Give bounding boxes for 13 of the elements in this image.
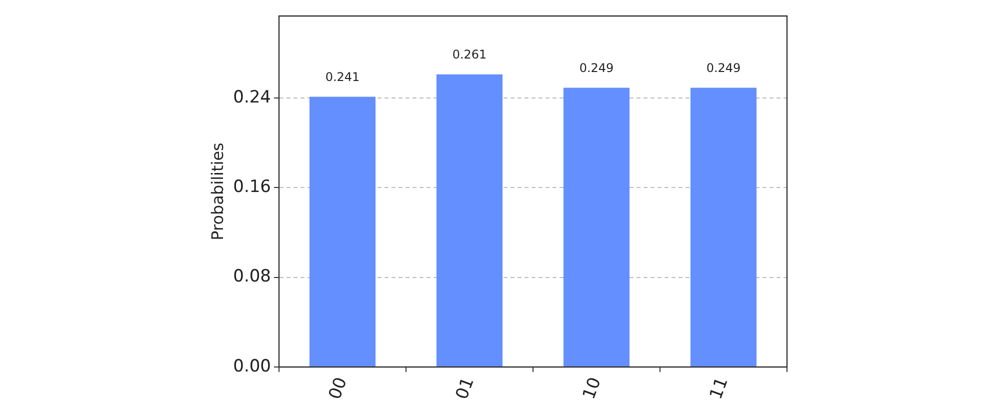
y-tick-label: 0.16: [233, 176, 271, 197]
data-label: 0.249: [579, 60, 614, 75]
x-tick-label: 01: [452, 374, 478, 402]
y-axis-title: Probabilities: [208, 142, 227, 240]
data-label: 0.241: [325, 70, 360, 84]
y-tick-label: 0.24: [233, 87, 271, 108]
y-tick-label: 0.08: [233, 266, 271, 287]
data-label: 0.249: [706, 60, 741, 75]
data-label: 0.261: [452, 47, 487, 62]
y-tick-label: 0.00: [233, 356, 271, 376]
x-tick-label: 11: [706, 374, 732, 402]
x-tick-label: 00: [325, 374, 352, 402]
x-tick-label: 10: [579, 374, 606, 402]
